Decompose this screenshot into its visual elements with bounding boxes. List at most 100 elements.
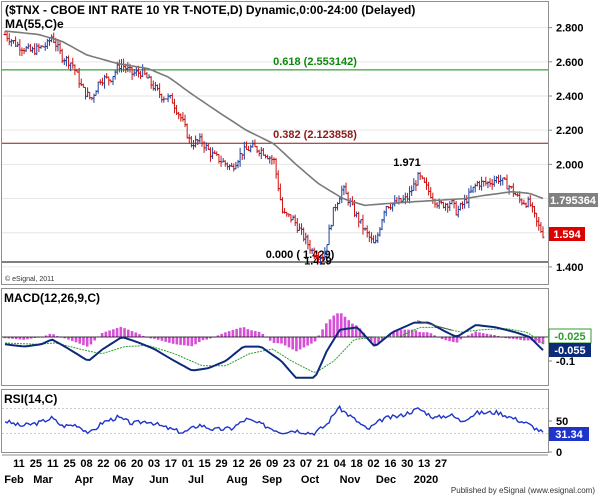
macd-hist-bar xyxy=(313,337,317,342)
rsi-label: RSI(14,C) xyxy=(4,392,57,406)
macd-hist-bar xyxy=(369,337,373,342)
macd-hist-bar xyxy=(239,327,242,337)
x-day-label: 02 xyxy=(367,458,379,470)
macd-hist-bar xyxy=(489,334,492,337)
macd-hist-bar xyxy=(242,327,246,337)
macd-hist-bar xyxy=(33,337,37,338)
macd-hist-bar xyxy=(112,329,115,337)
macd-hist-bar xyxy=(216,335,220,337)
macd-hist-bar xyxy=(481,333,485,337)
macd-signal-line xyxy=(4,326,544,373)
x-day-label: 08 xyxy=(80,458,92,470)
x-month-label: Mar xyxy=(33,474,53,486)
price-annotation: 1.971 xyxy=(393,157,421,169)
macd-hist-bar xyxy=(351,323,354,337)
last-price-text: 1.594 xyxy=(553,229,581,241)
macd-hist-bar xyxy=(138,334,141,337)
macd-hist-bar xyxy=(48,333,52,337)
macd-hist-bar xyxy=(425,332,429,337)
macd-hist-bar xyxy=(493,335,496,337)
x-axis: 11 25 11 25 08 22 06 20 03 17 01 15 29 12 26 09 23 07 21 04… xyxy=(2,454,548,486)
macd-hist-bar xyxy=(89,337,93,345)
x-month-label: Feb xyxy=(4,474,24,486)
macd-hist-bar xyxy=(104,331,108,337)
macd-hist-bar xyxy=(373,337,377,347)
macd-hist-bar xyxy=(52,334,55,337)
x-month-label: Apr xyxy=(75,474,95,486)
x-day-label: 11 xyxy=(13,458,25,470)
x-day-label: 29 xyxy=(215,458,227,470)
macd-hist-bar xyxy=(302,337,306,348)
macd-hist-bar xyxy=(470,333,474,337)
macd-hist-bar xyxy=(126,329,130,337)
macd-hist-bar xyxy=(328,319,332,337)
esignal-credit: © eSignal, 2011 xyxy=(5,275,55,283)
macd-hist-bar xyxy=(336,313,339,337)
macd-hist-bar xyxy=(354,325,358,337)
macd-hist-bar xyxy=(381,337,384,341)
macd-hist-bar xyxy=(272,337,276,343)
macd-hist-bar xyxy=(523,337,526,341)
last-price-tag xyxy=(549,227,585,241)
macd-hist-bar xyxy=(332,315,336,337)
macd-hist-bar xyxy=(317,335,321,337)
macd-hist-bar xyxy=(26,337,29,340)
macd-hist-bar xyxy=(29,337,33,339)
price-annotation: 1.429 xyxy=(304,255,332,267)
macd-hist-bar xyxy=(209,337,212,339)
macd-hist-bar xyxy=(179,337,182,345)
macd-hist-bar xyxy=(205,337,209,340)
price-tick-label: 1.400 xyxy=(556,262,584,274)
macd-hist-bar xyxy=(220,333,223,337)
macd-trendline xyxy=(417,320,453,331)
macd-hist-bar xyxy=(511,337,515,339)
x-day-label: 27 xyxy=(435,458,447,470)
fib-level-label: 0.618 (2.553142) xyxy=(273,56,357,68)
x-day-label: 12 xyxy=(232,458,244,470)
x-day-label: 16 xyxy=(384,458,396,470)
macd-hist-bar xyxy=(197,337,201,343)
macd-hist-bar xyxy=(78,337,82,344)
macd-hist-bar xyxy=(459,337,463,340)
ma-legend-label: MA(55,C)e xyxy=(5,17,64,31)
x-day-label: 17 xyxy=(165,458,177,470)
macd-hist-bar xyxy=(85,337,89,347)
macd-label: MACD(12,26,9,C) xyxy=(4,291,100,305)
rsi-value-tag xyxy=(549,427,589,441)
macd-hist-bar xyxy=(160,337,164,341)
macd-hist-bar xyxy=(399,329,403,337)
macd-hist-bar xyxy=(74,337,78,343)
x-day-label: 20 xyxy=(131,458,143,470)
x-month-label: Dec xyxy=(376,474,396,486)
macd-hist-bar xyxy=(410,329,414,337)
macd-hist-bar xyxy=(392,331,395,337)
macd-hist-bar xyxy=(519,337,522,340)
macd-hist-bar xyxy=(11,337,14,339)
macd-signal-text: -0.025 xyxy=(554,331,585,343)
macd-hist-bar xyxy=(93,337,96,341)
macd-hist-bar xyxy=(418,331,422,337)
price-tick-label: 2.600 xyxy=(556,57,584,69)
rsi-line xyxy=(4,404,544,437)
macd-hist-bar xyxy=(115,328,119,337)
macd-hist-bar xyxy=(440,337,444,340)
macd-value-tag xyxy=(549,343,591,357)
macd-hist-bar xyxy=(358,328,362,337)
macd-hist-bar xyxy=(134,332,138,337)
macd-hist-bar xyxy=(231,330,235,337)
x-day-label: 09 xyxy=(266,458,278,470)
macd-hist-bar xyxy=(56,336,59,337)
x-month-label: Sep xyxy=(262,474,282,486)
macd-value-text: -0.055 xyxy=(554,345,585,357)
macd-hist-bar xyxy=(504,337,507,339)
macd-hist-bar xyxy=(153,337,156,339)
macd-hist-bar xyxy=(534,337,537,342)
chart-title: ($TNX - CBOE INT RATE 10 YR T-NOTE,D) Dy… xyxy=(5,3,415,17)
macd-hist-bar xyxy=(254,331,257,337)
macd-hist-bar xyxy=(3,337,7,339)
macd-hist-bar xyxy=(377,337,380,344)
macd-hist-bar xyxy=(250,330,253,337)
macd-hist-bar xyxy=(108,330,111,337)
x-month-label: Jul xyxy=(188,474,204,486)
